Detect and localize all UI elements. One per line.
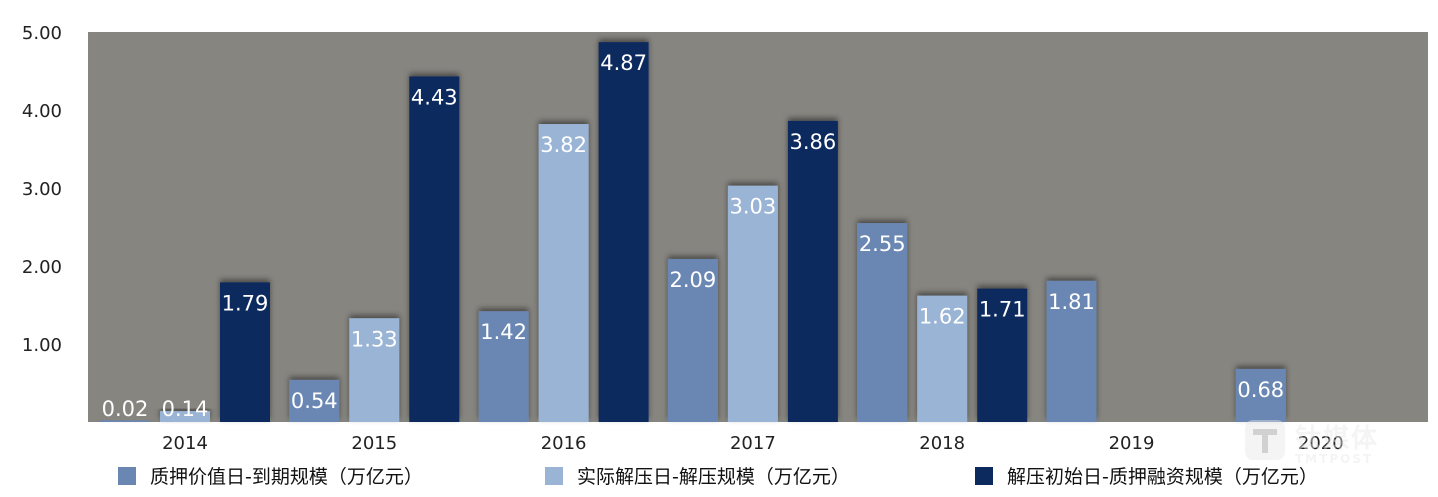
legend-item-2: 解压初始日-质押融资规模（万亿元） [975,462,1318,489]
data-label-2018-series-2: 1.71 [979,298,1026,322]
data-label-2016-series-1: 3.82 [540,133,587,157]
x-tick-label: 2016 [541,433,587,454]
legend-swatch [545,466,563,485]
y-tick-label: 2.00 [22,257,62,278]
bar-2017-series-1 [727,185,778,422]
data-label-2015-series-0: 0.54 [291,389,338,413]
data-label-2017-series-0: 2.09 [670,268,717,292]
x-tick-label: 2019 [1109,433,1155,454]
watermark-text-en: TMTPOST [1295,452,1374,466]
data-label-2017-series-2: 3.86 [790,130,837,154]
watermark: 钛媒体 TMTPOST [1245,418,1405,474]
legend-item-1: 实际解压日-解压规模（万亿元） [545,462,850,489]
legend-swatch [975,466,993,485]
data-label-2015-series-1: 1.33 [351,327,398,351]
data-label-2016-series-2: 4.87 [600,51,647,75]
x-tick-label: 2020 [1298,433,1344,454]
bar-2014-series-2 [220,282,270,422]
bar-chart: 1.002.003.004.005.00 2014 2015 2016 2017 201… [22,23,1428,454]
bar-2015-series-1 [349,318,400,422]
bar-2018-series-0 [857,223,908,422]
bar-2014-series-0 [100,420,150,422]
legend-label: 实际解压日-解压规模（万亿元） [577,466,850,488]
bar-2015-series-2 [409,76,460,423]
data-label-2015-series-2: 4.43 [411,85,458,109]
bars [100,42,1286,423]
bar-2017-series-2 [787,120,838,423]
bar-2016-series-0 [478,311,529,422]
bar-2017-series-0 [667,258,718,422]
legend-swatch [118,466,136,485]
x-tick-label: 2018 [919,433,965,454]
legend-label: 解压初始日-质押融资规模（万亿元） [1007,466,1318,488]
data-label-2014-series-2: 1.79 [222,291,269,315]
legend-label: 质押价值日-到期规模（万亿元） [150,466,423,488]
y-tick-label: 5.00 [22,23,62,44]
bar-2019-series-0 [1046,280,1097,422]
y-tick-label: 3.00 [22,179,62,200]
bar-2018-series-2 [977,288,1028,422]
y-tick-label: 1.00 [22,335,62,356]
bar-2016-series-1 [538,124,589,422]
x-tick-label: 2017 [730,433,776,454]
data-label-2018-series-1: 1.62 [919,305,966,329]
bar-2018-series-1 [917,295,968,422]
legend: 质押价值日-到期规模（万亿元） 实际解压日-解压规模（万亿元） 解压初始日-质押融资… [0,462,1438,492]
data-label-2014-series-0: 0.02 [102,397,149,421]
data-label-2014-series-1: 0.14 [162,397,209,421]
legend-item-0: 质押价值日-到期规模（万亿元） [118,462,423,489]
y-axis: 1.00 2.00 3.00 4.00 5.00 [22,23,62,356]
y-tick-label: 4.00 [22,101,62,122]
data-label-2018-series-0: 2.55 [859,232,906,256]
x-axis: 2014 2015 2016 2017 2018 2019 2020 [162,433,1344,454]
x-tick-label: 2014 [162,433,208,454]
bar-2015-series-0 [289,379,340,422]
bar-2020-series-0 [1235,368,1286,422]
data-label-2016-series-0: 1.42 [480,320,527,344]
tmtpost-logo-icon [1245,420,1285,460]
data-label-2020-series-0: 0.68 [1237,378,1284,402]
data-label-2019-series-0: 1.81 [1048,290,1095,314]
data-label-2017-series-1: 3.03 [730,195,777,219]
x-tick-label: 2015 [351,433,397,454]
watermark-text-cn: 钛媒体 [1295,424,1380,454]
bar-2016-series-2 [598,42,649,422]
bar-2014-series-1 [160,411,210,422]
data-labels: 0.02 0.14 1.79 0.54 1.33 4.43 1.42 3.82 4.87 2.09… [102,51,1285,421]
